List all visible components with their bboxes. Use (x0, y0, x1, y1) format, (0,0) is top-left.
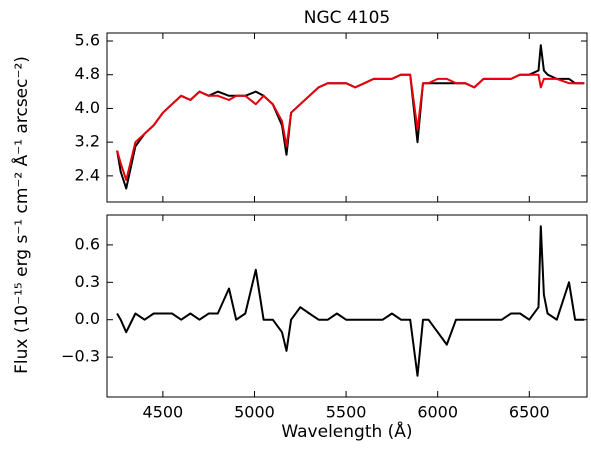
y-tick-label: 4.0 (75, 98, 100, 117)
y-tick-label: −0.3 (61, 347, 100, 366)
chart-title: NGC 4105 (304, 8, 390, 28)
y-tick-label: 0.0 (75, 309, 100, 328)
y-tick-label: 2.4 (75, 165, 100, 184)
x-tick-label: 6000 (417, 403, 458, 422)
plot-frame (106, 214, 588, 398)
x-tick-label: 4500 (143, 403, 184, 422)
x-axis-label: Wavelength (Å) (281, 420, 412, 442)
y-tick-label: 5.6 (75, 31, 100, 50)
y-tick-label: 4.8 (75, 64, 100, 83)
spectrum-line (116, 73, 585, 182)
x-tick-label: 5500 (326, 403, 367, 422)
spectrum-line (116, 44, 585, 190)
x-tick-label: 5000 (234, 403, 275, 422)
y-tick-label: 0.3 (75, 272, 100, 291)
x-tick-label: 6500 (509, 403, 550, 422)
plot-frame (106, 32, 588, 203)
spectrum-line (116, 225, 585, 377)
y-tick-label: 0.6 (75, 234, 100, 253)
y-axis-label: Flux (10⁻¹⁵ erg s⁻¹ cm⁻² Å⁻¹ arcsec⁻²) (10, 56, 32, 374)
y-tick-label: 3.2 (75, 132, 100, 151)
